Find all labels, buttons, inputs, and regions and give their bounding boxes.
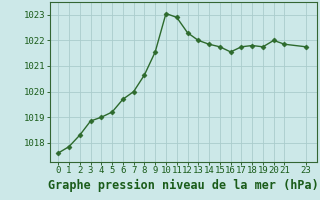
X-axis label: Graphe pression niveau de la mer (hPa): Graphe pression niveau de la mer (hPa): [48, 179, 319, 192]
